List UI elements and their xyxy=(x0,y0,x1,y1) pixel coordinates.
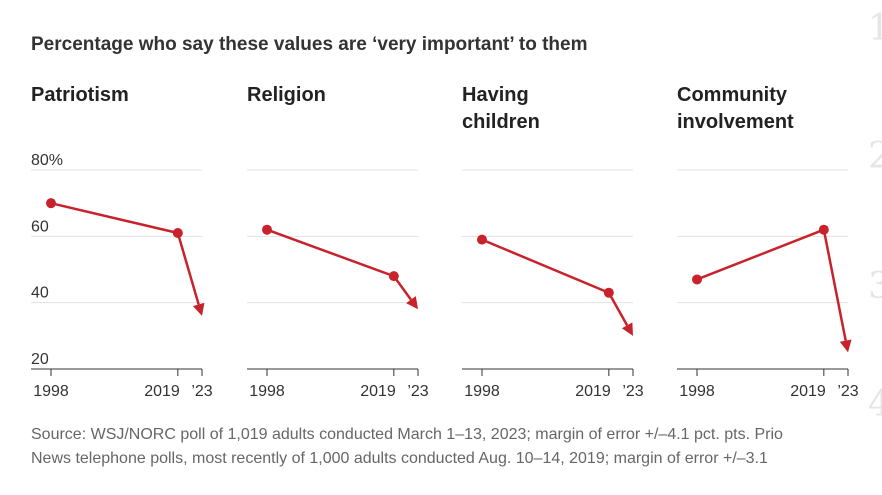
x-tick-label: 2019 xyxy=(360,383,396,400)
y-tick-label: 20 xyxy=(31,351,49,368)
source-line: News telephone polls, most recently of 1… xyxy=(31,450,768,467)
line-chart-patriotism: 80% 60 40 20 1998 2019 ’23 xyxy=(31,152,213,400)
data-point xyxy=(692,274,702,285)
source-line: Source: WSJ/NORC poll of 1,019 adults co… xyxy=(31,426,783,443)
x-tick-label: ’23 xyxy=(622,383,643,400)
panel-title: Community involvement xyxy=(677,84,794,133)
x-tick-label: ’23 xyxy=(407,383,428,400)
chart-title: Percentage who say these values are ‘ver… xyxy=(31,34,588,55)
panel-title: Having children xyxy=(462,84,540,133)
x-tick-label: 1998 xyxy=(464,383,500,400)
x-tick-label: 1998 xyxy=(33,383,69,400)
line-chart-religion: 1998 2019 ’23 xyxy=(247,169,429,400)
data-point xyxy=(46,198,56,209)
trend-arrowhead xyxy=(192,302,205,316)
series-line xyxy=(266,228,412,301)
x-tick-label: 2019 xyxy=(790,383,826,400)
data-point xyxy=(388,271,399,282)
line-chart-having-children: 1998 2019 ’23 xyxy=(462,169,644,400)
y-tick-label: 60 xyxy=(31,218,49,235)
panel-having-children: Having children 1998 2019 ’23 xyxy=(462,82,644,402)
data-point xyxy=(172,228,183,239)
trend-arrowhead xyxy=(406,296,418,310)
panel-religion: Religion 1998 2019 ’23 xyxy=(247,82,429,402)
data-point xyxy=(818,224,829,235)
trend-arrowhead xyxy=(621,322,633,336)
edge-glyph: 3 xyxy=(868,266,882,307)
source-note: Source: WSJ/NORC poll of 1,019 adults co… xyxy=(31,423,783,471)
panel-patriotism: Patriotism 80% 60 40 20 1998 2019 ’23 xyxy=(31,82,213,402)
x-tick-label: 2019 xyxy=(144,383,180,400)
edge-glyph: 2 xyxy=(868,136,882,177)
data-point xyxy=(477,234,487,245)
edge-glyph: 1 xyxy=(868,8,882,49)
y-tick-label: 80% xyxy=(31,152,63,169)
x-tick-label: ’23 xyxy=(837,383,858,400)
panel-title: Religion xyxy=(247,84,326,106)
line-chart-community-involvement: 1998 2019 ’23 xyxy=(677,169,859,400)
y-tick-label: 40 xyxy=(31,285,49,302)
x-tick-label: ’23 xyxy=(191,383,212,400)
series-line xyxy=(696,228,847,341)
x-tick-label: 1998 xyxy=(679,383,715,400)
x-tick-label: 1998 xyxy=(249,383,285,400)
data-point xyxy=(262,224,272,235)
edge-glyph: 4 xyxy=(868,384,882,425)
series-line xyxy=(481,238,629,326)
panel-title: Patriotism xyxy=(31,84,129,106)
trend-arrowhead xyxy=(839,339,852,353)
series-line xyxy=(50,201,200,305)
x-tick-label: 2019 xyxy=(575,383,611,400)
panel-community-involvement: Community involvement 1998 2019 ’23 xyxy=(677,82,859,402)
data-point xyxy=(603,287,614,298)
